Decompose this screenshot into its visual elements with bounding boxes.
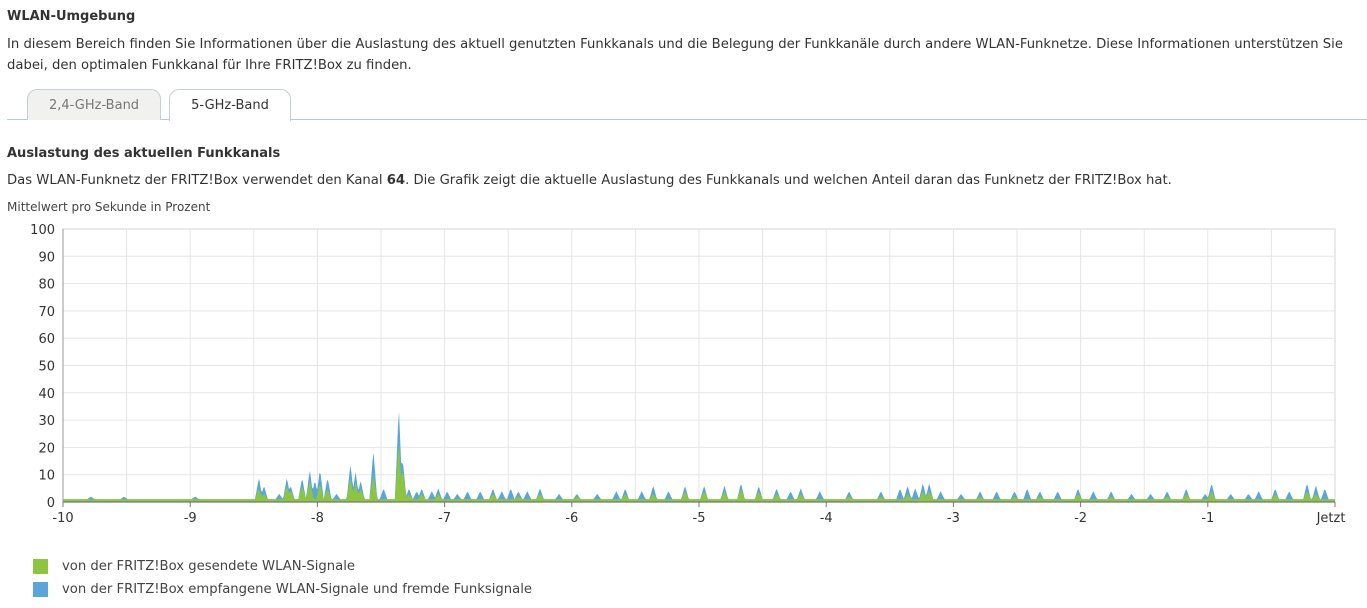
x-tick-label: -10 <box>52 511 73 526</box>
x-tick-label: -3 <box>947 511 960 526</box>
x-tick-label: -5 <box>693 511 706 526</box>
channel-usage-chart: 0 10 20 30 40 50 60 70 80 90 100 -10 -9 -8 -7 -6 -5 -4 -3… <box>30 223 1345 526</box>
x-tick-label: -1 <box>1201 511 1214 526</box>
legend-label-received: von der FRITZ!Box empfangene WLAN-Signal… <box>62 582 532 597</box>
tab-baseline <box>7 119 1367 120</box>
section-description-line1: In diesem Bereich finden Sie Information… <box>7 37 1343 52</box>
chart-axes <box>62 229 1336 507</box>
tab-5-ghz-band[interactable]: 5-GHz-Band <box>169 89 291 121</box>
x-tick-label: -7 <box>438 511 451 526</box>
y-tick-label: 30 <box>38 414 55 429</box>
legend-swatch-sent <box>33 559 48 574</box>
x-tick-label: Jetzt <box>1316 511 1346 526</box>
channel-number: 64 <box>386 173 406 188</box>
section-title: WLAN-Umgebung <box>7 9 136 24</box>
y-tick-label: 60 <box>38 332 55 347</box>
y-tick-label: 20 <box>38 441 55 456</box>
legend-item-received: von der FRITZ!Box empfangene WLAN-Signal… <box>33 582 532 597</box>
channel-text-after: . Die Grafik zeigt die aktuelle Auslastu… <box>405 173 1172 188</box>
y-tick-label: 90 <box>38 250 55 265</box>
section-description-line2: dabei, den optimalen Funkkanal für Ihre … <box>7 58 412 73</box>
y-tick-label: 100 <box>30 223 55 238</box>
band-tabs: 2,4-GHz-Band 5-GHz-Band <box>0 89 1367 121</box>
channel-usage-title: Auslastung des aktuellen Funkkanals <box>7 146 281 161</box>
chart-grid <box>62 228 1336 503</box>
y-axis-labels: 0 10 20 30 40 50 60 70 80 90 100 <box>30 223 55 511</box>
x-axis-labels: -10 -9 -8 -7 -6 -5 -4 -3 -2 -1 Jetzt <box>52 511 1345 526</box>
channel-usage-description: Das WLAN-Funknetz der FRITZ!Box verwende… <box>7 170 1172 191</box>
channel-text-before: Das WLAN-Funknetz der FRITZ!Box verwende… <box>7 173 387 188</box>
y-tick-label: 0 <box>47 496 55 511</box>
x-tick-label: -9 <box>184 511 197 526</box>
y-tick-label: 70 <box>38 305 55 320</box>
x-tick-label: -2 <box>1074 511 1087 526</box>
x-tick-label: -6 <box>565 511 578 526</box>
legend-item-sent: von der FRITZ!Box gesendete WLAN-Signale <box>33 559 355 574</box>
tab-2-4-ghz-band[interactable]: 2,4-GHz-Band <box>27 89 161 120</box>
y-tick-label: 40 <box>38 387 55 402</box>
x-tick-label: -8 <box>311 511 324 526</box>
y-tick-label: 50 <box>38 360 55 375</box>
x-tick-label: -4 <box>820 511 833 526</box>
y-tick-label: 10 <box>38 469 55 484</box>
legend-swatch-received <box>33 582 48 597</box>
y-tick-label: 80 <box>38 278 55 293</box>
legend-label-sent: von der FRITZ!Box gesendete WLAN-Signale <box>62 559 355 574</box>
chart-caption: Mittelwert pro Sekunde in Prozent <box>7 200 211 214</box>
